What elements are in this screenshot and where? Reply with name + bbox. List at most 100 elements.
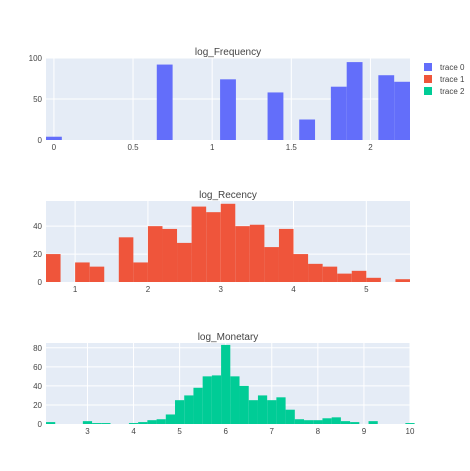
histogram-bar	[264, 247, 279, 282]
x-tick-label: 4	[291, 285, 296, 294]
chart-title-recency: log_Recency	[199, 190, 257, 201]
histogram-bar	[235, 226, 250, 282]
y-tick-label: 50	[33, 95, 42, 104]
x-tick-label: 8	[316, 427, 321, 436]
histogram-bar	[138, 422, 148, 424]
histogram-bar	[184, 395, 194, 424]
y-tick-label: 20	[33, 250, 42, 259]
x-tick-label: 5	[177, 427, 182, 436]
y-tick-label: 20	[33, 401, 42, 410]
histogram-bar	[395, 279, 410, 282]
histogram-bar	[133, 262, 148, 282]
histogram-bar	[147, 420, 157, 424]
histogram-bar	[147, 226, 163, 282]
histogram-bar	[340, 421, 351, 424]
x-tick-label: 7	[270, 427, 275, 436]
histogram-bar	[191, 206, 207, 282]
y-tick-label: 40	[33, 222, 42, 231]
subplot-recency: log_Recency 0 20 40 1 2 3 4 5	[33, 190, 410, 294]
histogram-bar	[337, 273, 352, 282]
histogram-bar	[89, 266, 105, 282]
histogram-bar	[368, 421, 378, 424]
histogram-bar	[330, 86, 347, 140]
histogram-bar	[162, 228, 178, 282]
histogram-bar	[206, 212, 221, 282]
y-tick-label: 0	[38, 420, 43, 429]
histogram-bar	[46, 422, 56, 424]
histogram-bar	[294, 419, 305, 424]
histogram-bar	[239, 385, 249, 424]
chart-title-monetary: log_Monetary	[198, 332, 259, 343]
histogram-bar	[220, 79, 236, 140]
histogram-bar	[331, 417, 341, 424]
histogram-bar	[220, 203, 236, 282]
legend-item-trace-1[interactable]: trace 1	[424, 75, 465, 84]
legend-item-trace-0[interactable]: trace 0	[424, 63, 465, 72]
histogram-bar	[249, 224, 265, 282]
x-tick-label: 5	[364, 285, 369, 294]
x-tick-label: 6	[223, 427, 228, 436]
histogram-bar	[221, 344, 231, 424]
x-tick-label: 1.5	[286, 143, 298, 152]
x-tick-label: 4	[131, 427, 136, 436]
x-tick-label: 1	[73, 285, 78, 294]
histogram-bar	[322, 266, 338, 282]
legend[interactable]: trace 0 trace 1 trace 2	[424, 63, 465, 96]
chart-title-frequency: log_Frequency	[195, 47, 261, 58]
histogram-bar	[82, 421, 93, 424]
histogram-bar	[248, 400, 258, 424]
histogram-bar	[118, 237, 134, 282]
x-tick-label: 10	[406, 427, 415, 436]
histogram-bar	[378, 75, 395, 140]
x-tick-label: 3	[218, 285, 223, 294]
histogram-bar	[211, 375, 222, 424]
y-tick-label: 100	[29, 54, 43, 63]
histogram-bar	[177, 242, 192, 282]
x-tick-label: 1	[210, 143, 215, 152]
histogram-bar	[175, 400, 185, 424]
histogram-bar	[75, 262, 90, 282]
subplot-frequency: log_Frequency 0 50 100 0 0.5 1 1.5 2	[29, 47, 410, 152]
x-tick-label: 2	[368, 143, 373, 152]
subplot-monetary: log_Monetary 0 20 40 60 80 3 4 5 6 7 8 9 10	[33, 332, 415, 436]
histogram-bar	[304, 420, 314, 424]
x-tick-label: 3	[85, 427, 90, 436]
histogram-bar	[193, 387, 203, 424]
histogram-bar	[313, 420, 323, 424]
legend-swatch-trace-0	[424, 63, 432, 71]
histogram-bar	[46, 136, 62, 140]
histogram-bar	[267, 400, 277, 424]
legend-label-trace-1: trace 1	[440, 75, 465, 84]
y-tick-label: 80	[33, 344, 42, 353]
legend-label-trace-2: trace 2	[440, 87, 465, 96]
histogram-bar	[293, 254, 309, 282]
histogram-bar	[394, 81, 410, 140]
histogram-bar	[202, 376, 212, 424]
histogram-bar	[285, 409, 295, 424]
x-tick-label: 9	[362, 427, 367, 436]
histogram-bar	[322, 418, 332, 424]
histogram-bar	[278, 228, 294, 282]
x-tick-label: 0	[52, 143, 57, 152]
histogram-bar	[165, 414, 176, 424]
y-tick-label: 60	[33, 363, 42, 372]
legend-label-trace-0: trace 0	[440, 63, 465, 72]
histogram-bar	[366, 277, 381, 282]
histogram-bar	[46, 254, 61, 282]
histogram-bar	[92, 423, 102, 424]
histogram-bar	[128, 423, 139, 424]
histogram-bar	[346, 62, 363, 140]
histogram-bar	[257, 395, 268, 424]
histogram-bar	[156, 419, 166, 424]
y-tick-label: 40	[33, 382, 42, 391]
y-tick-label: 0	[38, 136, 43, 145]
legend-swatch-trace-2	[424, 87, 432, 95]
x-tick-label: 0.5	[127, 143, 139, 152]
legend-item-trace-2[interactable]: trace 2	[424, 87, 465, 96]
histogram-bar	[405, 423, 415, 424]
histogram-bar	[308, 263, 323, 282]
histogram-bar	[156, 64, 173, 140]
histogram-bar	[276, 397, 286, 424]
y-tick-label: 0	[38, 278, 43, 287]
